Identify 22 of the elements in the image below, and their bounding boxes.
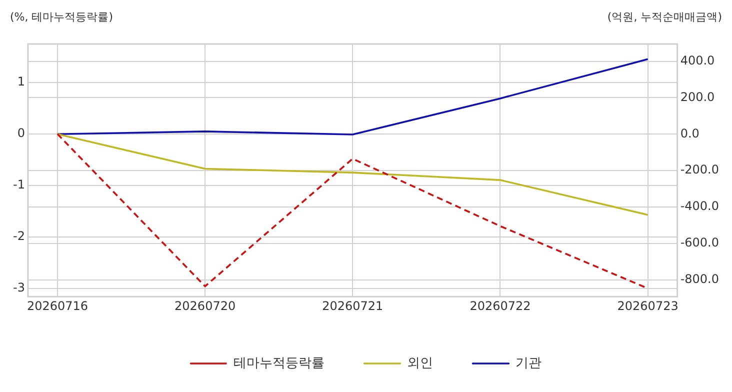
y-tick-label: 0 [17,126,25,140]
y2-tick-label: -800.0 [680,272,720,286]
x-tick-label: 20260722 [470,298,531,313]
legend-label: 테마누적등락률 [233,356,324,371]
y2-tick-label: -600.0 [680,236,720,250]
x-tick-label: 20260720 [174,298,236,313]
y2-tick-label: 200.0 [680,90,715,104]
x-tick-label: 20260716 [26,298,88,313]
legend-label: 기관 [515,356,542,371]
y-axis-title: (%, 테마누적등락률) [10,10,114,24]
x-tick-label: 20260723 [617,298,678,313]
y2-tick-label: 0.0 [680,126,700,140]
y-tick-label: -1 [12,178,25,192]
y2-tick-label: 400.0 [680,53,715,68]
y-tick-label: -2 [12,229,25,244]
y2-axis-title: (억원, 누적순매매금액) [607,10,722,24]
y-tick-label: -3 [12,280,25,294]
y2-tick-label: -200.0 [680,162,720,177]
y-tick-label: 1 [17,74,25,89]
y2-tick-label: -400.0 [680,199,720,214]
x-tick-label: 20260721 [322,298,384,313]
legend-label: 외인 [406,356,433,371]
